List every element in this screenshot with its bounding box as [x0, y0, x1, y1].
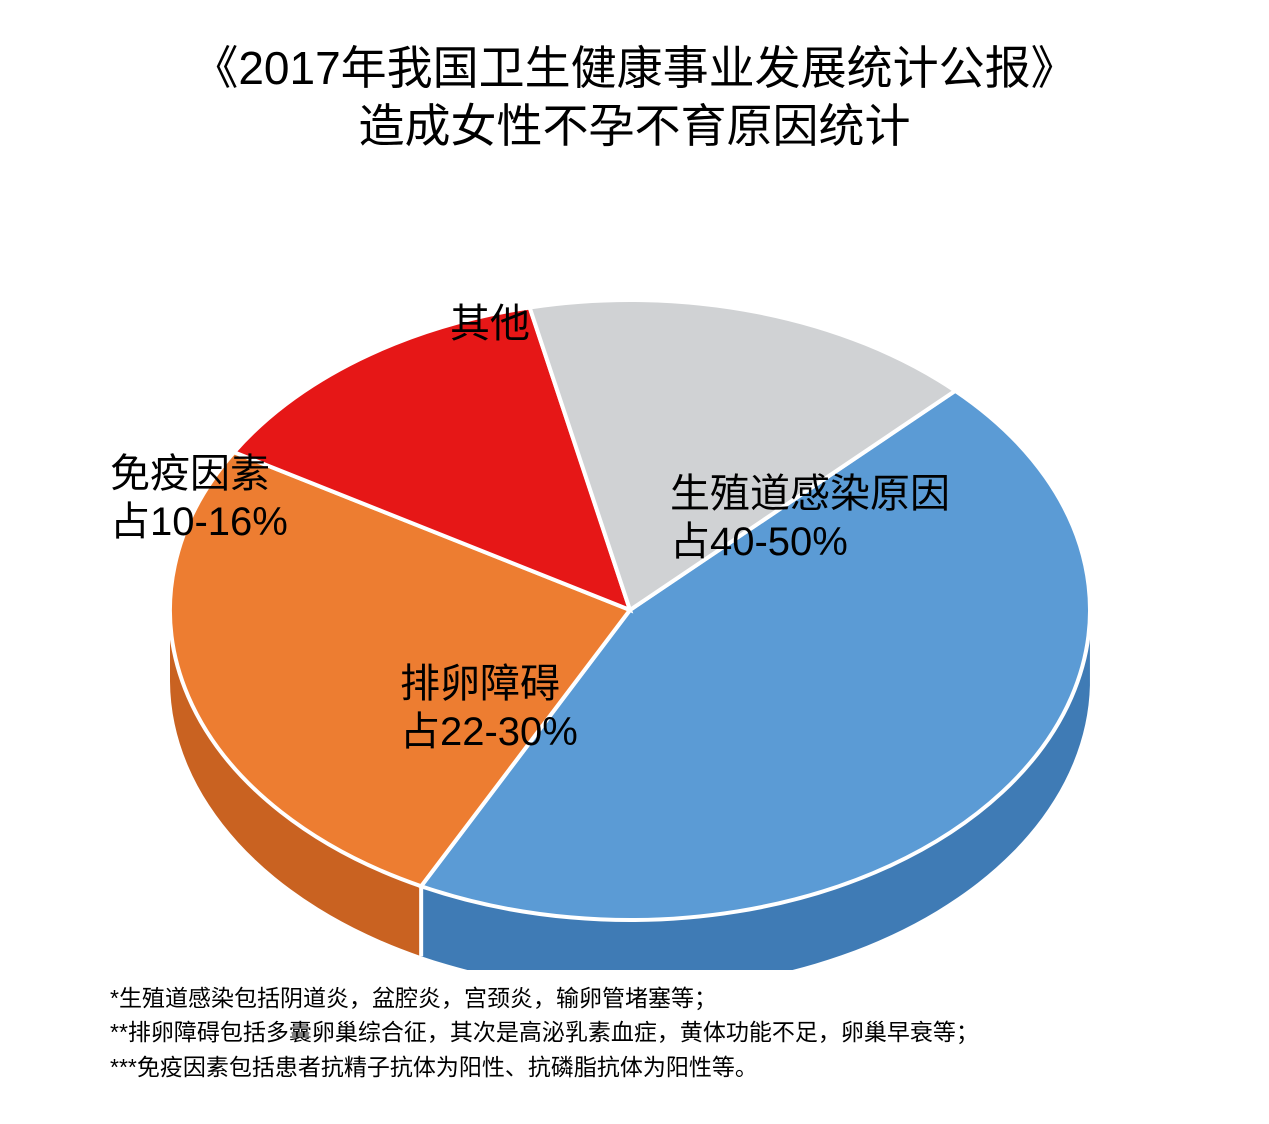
- slice-label-reproductive-infection: 生殖道感染原因 占40-50%: [670, 470, 950, 566]
- chart-container: 《2017年我国卫生健康事业发展统计公报》 造成女性不孕不育原因统计 生殖道感染…: [0, 0, 1269, 1124]
- slice-label-text: 排卵障碍: [400, 662, 560, 706]
- title-line-1: 《2017年我国卫生健康事业发展统计公报》: [192, 42, 1076, 94]
- slice-label-pct: 占40-50%: [670, 520, 848, 564]
- pie-chart-area: 生殖道感染原因 占40-50% 排卵障碍 占22-30% 免疫因素 占10-16…: [80, 210, 1180, 970]
- footnote-2: **排卵障碍包括多囊卵巢综合征，其次是高泌乳素血症，黄体功能不足，卵巢早衰等；: [110, 1015, 1160, 1050]
- slice-label-pct: 占22-30%: [400, 710, 578, 754]
- slice-label-pct: 占10-16%: [110, 500, 288, 544]
- slice-label-text: 免疫因素: [110, 452, 270, 496]
- pie-chart-svg: [80, 210, 1180, 970]
- slice-label-other: 其他: [450, 300, 530, 348]
- slice-label-immune-factor: 免疫因素 占10-16%: [110, 450, 288, 546]
- footnote-1: *生殖道感染包括阴道炎，盆腔炎，宫颈炎，输卵管堵塞等；: [110, 981, 1160, 1016]
- slice-label-text: 生殖道感染原因: [670, 472, 950, 516]
- footnote-3: ***免疫因素包括患者抗精子抗体为阳性、抗磷脂抗体为阳性等。: [110, 1050, 1160, 1085]
- footnotes: *生殖道感染包括阴道炎，盆腔炎，宫颈炎，输卵管堵塞等； **排卵障碍包括多囊卵巢…: [110, 981, 1160, 1085]
- slice-label-text: 其他: [450, 302, 530, 346]
- title-line-2: 造成女性不孕不育原因统计: [359, 100, 911, 152]
- chart-title: 《2017年我国卫生健康事业发展统计公报》 造成女性不孕不育原因统计: [0, 40, 1269, 155]
- slice-label-ovulation-disorder: 排卵障碍 占22-30%: [400, 660, 578, 756]
